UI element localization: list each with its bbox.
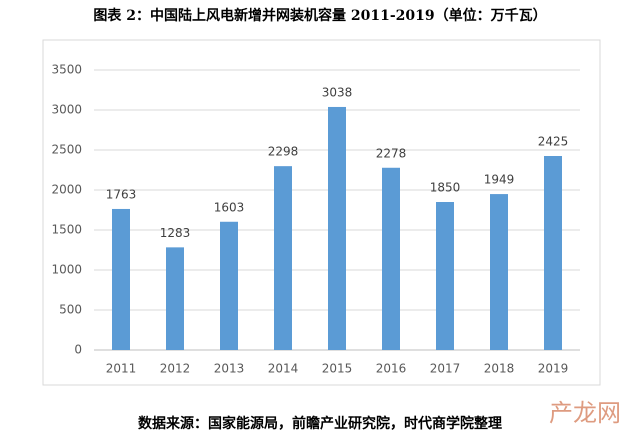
- watermark: 产龙网: [549, 399, 621, 427]
- bar: [274, 166, 292, 350]
- y-tick-label: 0: [74, 343, 82, 357]
- x-tick-label: 2015: [322, 362, 353, 376]
- bar: [544, 156, 562, 350]
- bar: [112, 208, 130, 350]
- x-tick-label: 2014: [268, 362, 299, 376]
- data-label: 1850: [430, 181, 461, 195]
- x-tick-label: 2016: [376, 362, 407, 376]
- y-tick-label: 3000: [51, 103, 82, 117]
- data-label: 1949: [484, 173, 515, 187]
- data-label: 1603: [214, 200, 245, 214]
- y-tick-label: 1500: [51, 223, 82, 237]
- bar: [490, 194, 508, 350]
- y-tick-label: 3500: [51, 63, 82, 77]
- bar: [328, 106, 346, 351]
- x-tick-label: 2019: [538, 362, 569, 376]
- data-label: 2425: [538, 135, 569, 149]
- y-tick-label: 500: [59, 303, 82, 317]
- y-tick-label: 2000: [51, 183, 82, 197]
- y-tick-label: 1000: [51, 263, 82, 277]
- data-label: 2278: [376, 146, 407, 160]
- data-label: 2298: [268, 145, 299, 159]
- bar: [220, 221, 238, 350]
- bar: [166, 247, 184, 350]
- data-label: 1283: [160, 226, 191, 240]
- x-tick-label: 2012: [160, 362, 191, 376]
- bar: [436, 202, 454, 350]
- x-tick-label: 2013: [214, 362, 245, 376]
- x-tick-label: 2011: [106, 362, 137, 376]
- bar: [382, 167, 400, 350]
- y-tick-label: 2500: [51, 143, 82, 157]
- source-note: 数据来源：国家能源局，前瞻产业研究院，时代商学院整理: [138, 415, 502, 432]
- data-label: 3038: [322, 85, 353, 99]
- chart-title: 图表 2：中国陆上风电新增并网装机容量 2011-2019（单位：万千瓦）: [93, 7, 546, 24]
- chart-frame: [42, 39, 601, 386]
- data-label: 1763: [106, 187, 137, 201]
- x-tick-label: 2018: [484, 362, 515, 376]
- x-tick-label: 2017: [430, 362, 461, 376]
